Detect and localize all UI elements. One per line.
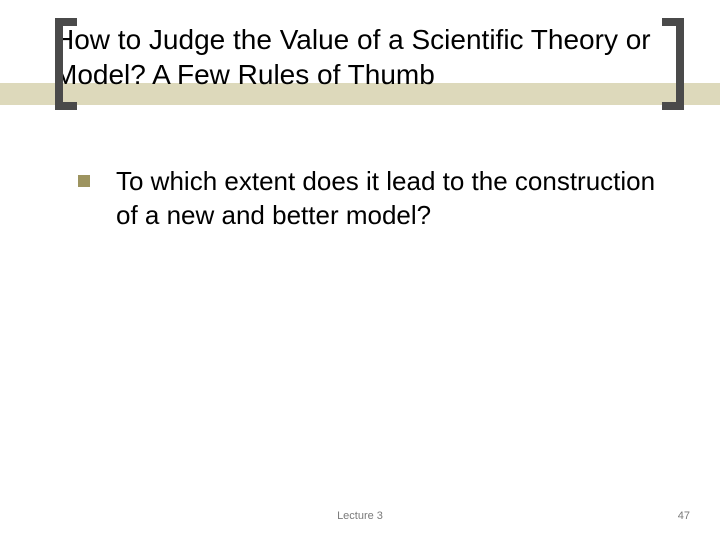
bracket-right (662, 18, 684, 26)
bullet-text: To which extent does it lead to the cons… (116, 165, 660, 233)
slide-title-container: How to Judge the Value of a Scientific T… (54, 22, 682, 92)
footer-page-number: 47 (678, 510, 690, 522)
bracket-right (676, 18, 684, 110)
bracket-left (55, 102, 77, 110)
list-item: To which extent does it lead to the cons… (78, 165, 660, 233)
bracket-left (55, 18, 77, 26)
bracket-right (662, 102, 684, 110)
footer-lecture-label: Lecture 3 (0, 510, 720, 522)
slide-body: To which extent does it lead to the cons… (78, 165, 660, 233)
bracket-left (55, 18, 63, 110)
bullet-icon (78, 175, 90, 187)
slide-title: How to Judge the Value of a Scientific T… (54, 22, 682, 92)
